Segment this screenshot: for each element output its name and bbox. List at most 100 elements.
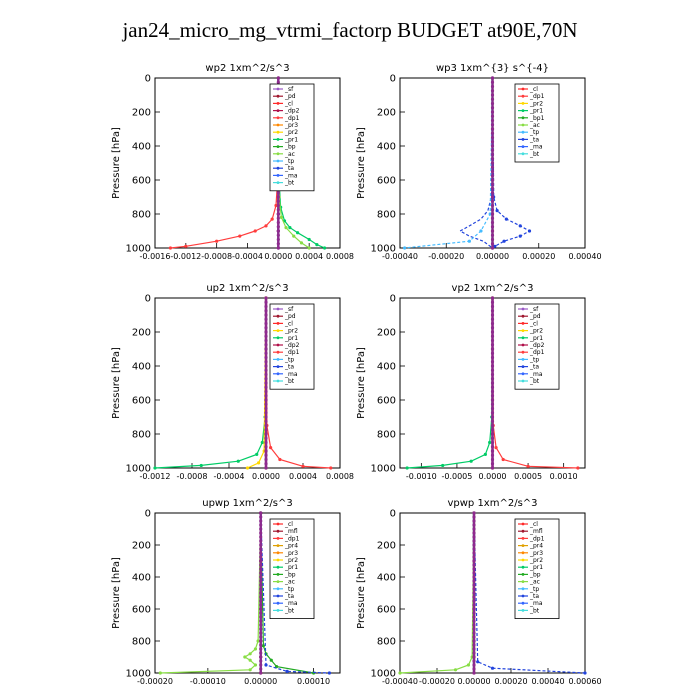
legend-label: _tp <box>284 356 294 363</box>
center-profile-marker <box>264 300 268 304</box>
data-point <box>527 229 532 233</box>
legend-marker <box>521 522 525 526</box>
legend-label: _bt <box>529 151 540 158</box>
y-tick-label: 800 <box>132 430 151 441</box>
data-point <box>285 669 289 673</box>
center-profile-marker <box>259 611 263 615</box>
center-profile-marker <box>259 607 263 611</box>
center-profile-marker <box>259 595 263 599</box>
y-tick-label: 800 <box>377 210 396 221</box>
center-profile-marker <box>276 203 280 208</box>
legend-marker <box>276 336 280 340</box>
x-tick-label: -0.0016 <box>140 252 171 261</box>
data-point <box>301 464 305 468</box>
data-point <box>270 217 274 221</box>
legend-label: _dp1 <box>284 535 300 542</box>
y-tick-label: 800 <box>132 637 151 648</box>
center-profile-marker <box>472 623 476 627</box>
center-profile-marker <box>276 229 280 233</box>
data-point <box>495 209 499 213</box>
plot-frame <box>399 512 586 674</box>
center-profile-marker <box>490 127 495 131</box>
legend-marker <box>276 565 280 569</box>
center-profile-marker <box>490 360 495 364</box>
center-profile-marker <box>490 338 495 343</box>
legend-label: _pr2 <box>284 557 298 564</box>
center-profile-marker <box>264 398 268 402</box>
legend-label: _cl <box>284 320 293 327</box>
data-point <box>501 457 505 462</box>
center-profile-marker <box>264 394 268 398</box>
center-profile-marker <box>490 355 495 360</box>
center-profile-marker <box>472 543 476 547</box>
data-point <box>253 229 257 233</box>
center-profile-marker <box>490 140 495 144</box>
data-point <box>248 658 252 662</box>
center-profile-marker <box>259 667 263 671</box>
legend-marker <box>521 130 525 134</box>
legend-label: _tp <box>529 356 539 363</box>
data-point <box>215 239 219 243</box>
y-tick-label: 400 <box>132 362 151 373</box>
center-profile-marker <box>472 647 476 651</box>
center-profile-marker <box>490 406 495 411</box>
y-tick-label: 200 <box>377 541 396 552</box>
y-tick-label: 200 <box>132 541 151 552</box>
center-profile-marker <box>264 351 268 355</box>
data-point <box>256 639 260 643</box>
x-tick-label: -0.00040 <box>382 252 418 261</box>
center-profile-marker <box>264 402 268 406</box>
legend-marker <box>521 372 525 376</box>
legend-label: _ma <box>284 172 298 179</box>
center-profile-marker <box>490 110 495 114</box>
center-profile-marker <box>264 334 268 338</box>
center-profile-marker <box>472 651 476 655</box>
data-point <box>238 234 242 238</box>
legend-marker <box>276 522 280 526</box>
center-profile-marker <box>490 436 495 440</box>
legend-label: _pr1 <box>284 335 298 342</box>
legend-marker <box>276 372 280 376</box>
data-point <box>248 652 252 656</box>
x-tick-label: 0.0000 <box>264 252 292 261</box>
y-tick-label: 800 <box>377 637 396 648</box>
y-tick-label: 400 <box>132 142 151 153</box>
center-profile-marker <box>490 216 495 220</box>
center-profile-marker <box>490 242 495 246</box>
legend-box <box>269 518 315 619</box>
series-line-ta <box>260 512 330 674</box>
legend-marker <box>276 102 280 105</box>
x-tick-label: 0.00020 <box>494 677 527 686</box>
center-profile-marker <box>264 360 268 364</box>
y-tick-label: 0 <box>390 509 396 520</box>
legend-marker <box>521 587 525 591</box>
center-profile-marker <box>472 519 476 523</box>
center-profile-marker <box>472 663 476 667</box>
data-point <box>479 229 483 233</box>
center-profile-marker <box>276 220 280 225</box>
data-point <box>269 446 273 450</box>
center-profile-marker <box>490 208 495 212</box>
legend-marker <box>276 152 280 156</box>
data-point <box>405 466 409 470</box>
center-profile-marker <box>490 118 495 123</box>
legend-label: _ma <box>529 144 543 151</box>
y-tick-label: 600 <box>377 176 396 187</box>
center-profile-marker <box>490 449 495 453</box>
x-tick-label: -0.0012 <box>170 252 201 261</box>
center-profile-marker <box>490 97 495 101</box>
legend-marker <box>276 130 280 134</box>
x-tick-label: -0.0005 <box>441 472 472 481</box>
center-profile-marker <box>490 347 495 351</box>
center-profile-marker <box>264 377 268 381</box>
x-tick-label: 0.00000 <box>244 677 277 686</box>
series-line-ac <box>399 512 475 674</box>
legend-label: _dp2 <box>284 342 300 349</box>
center-profile-marker <box>264 432 268 436</box>
data-point <box>476 660 480 664</box>
data-point <box>488 440 492 445</box>
center-profile-marker <box>490 89 495 93</box>
center-profile-marker <box>259 547 263 551</box>
legend-marker <box>276 138 280 141</box>
center-profile-marker <box>472 571 476 575</box>
